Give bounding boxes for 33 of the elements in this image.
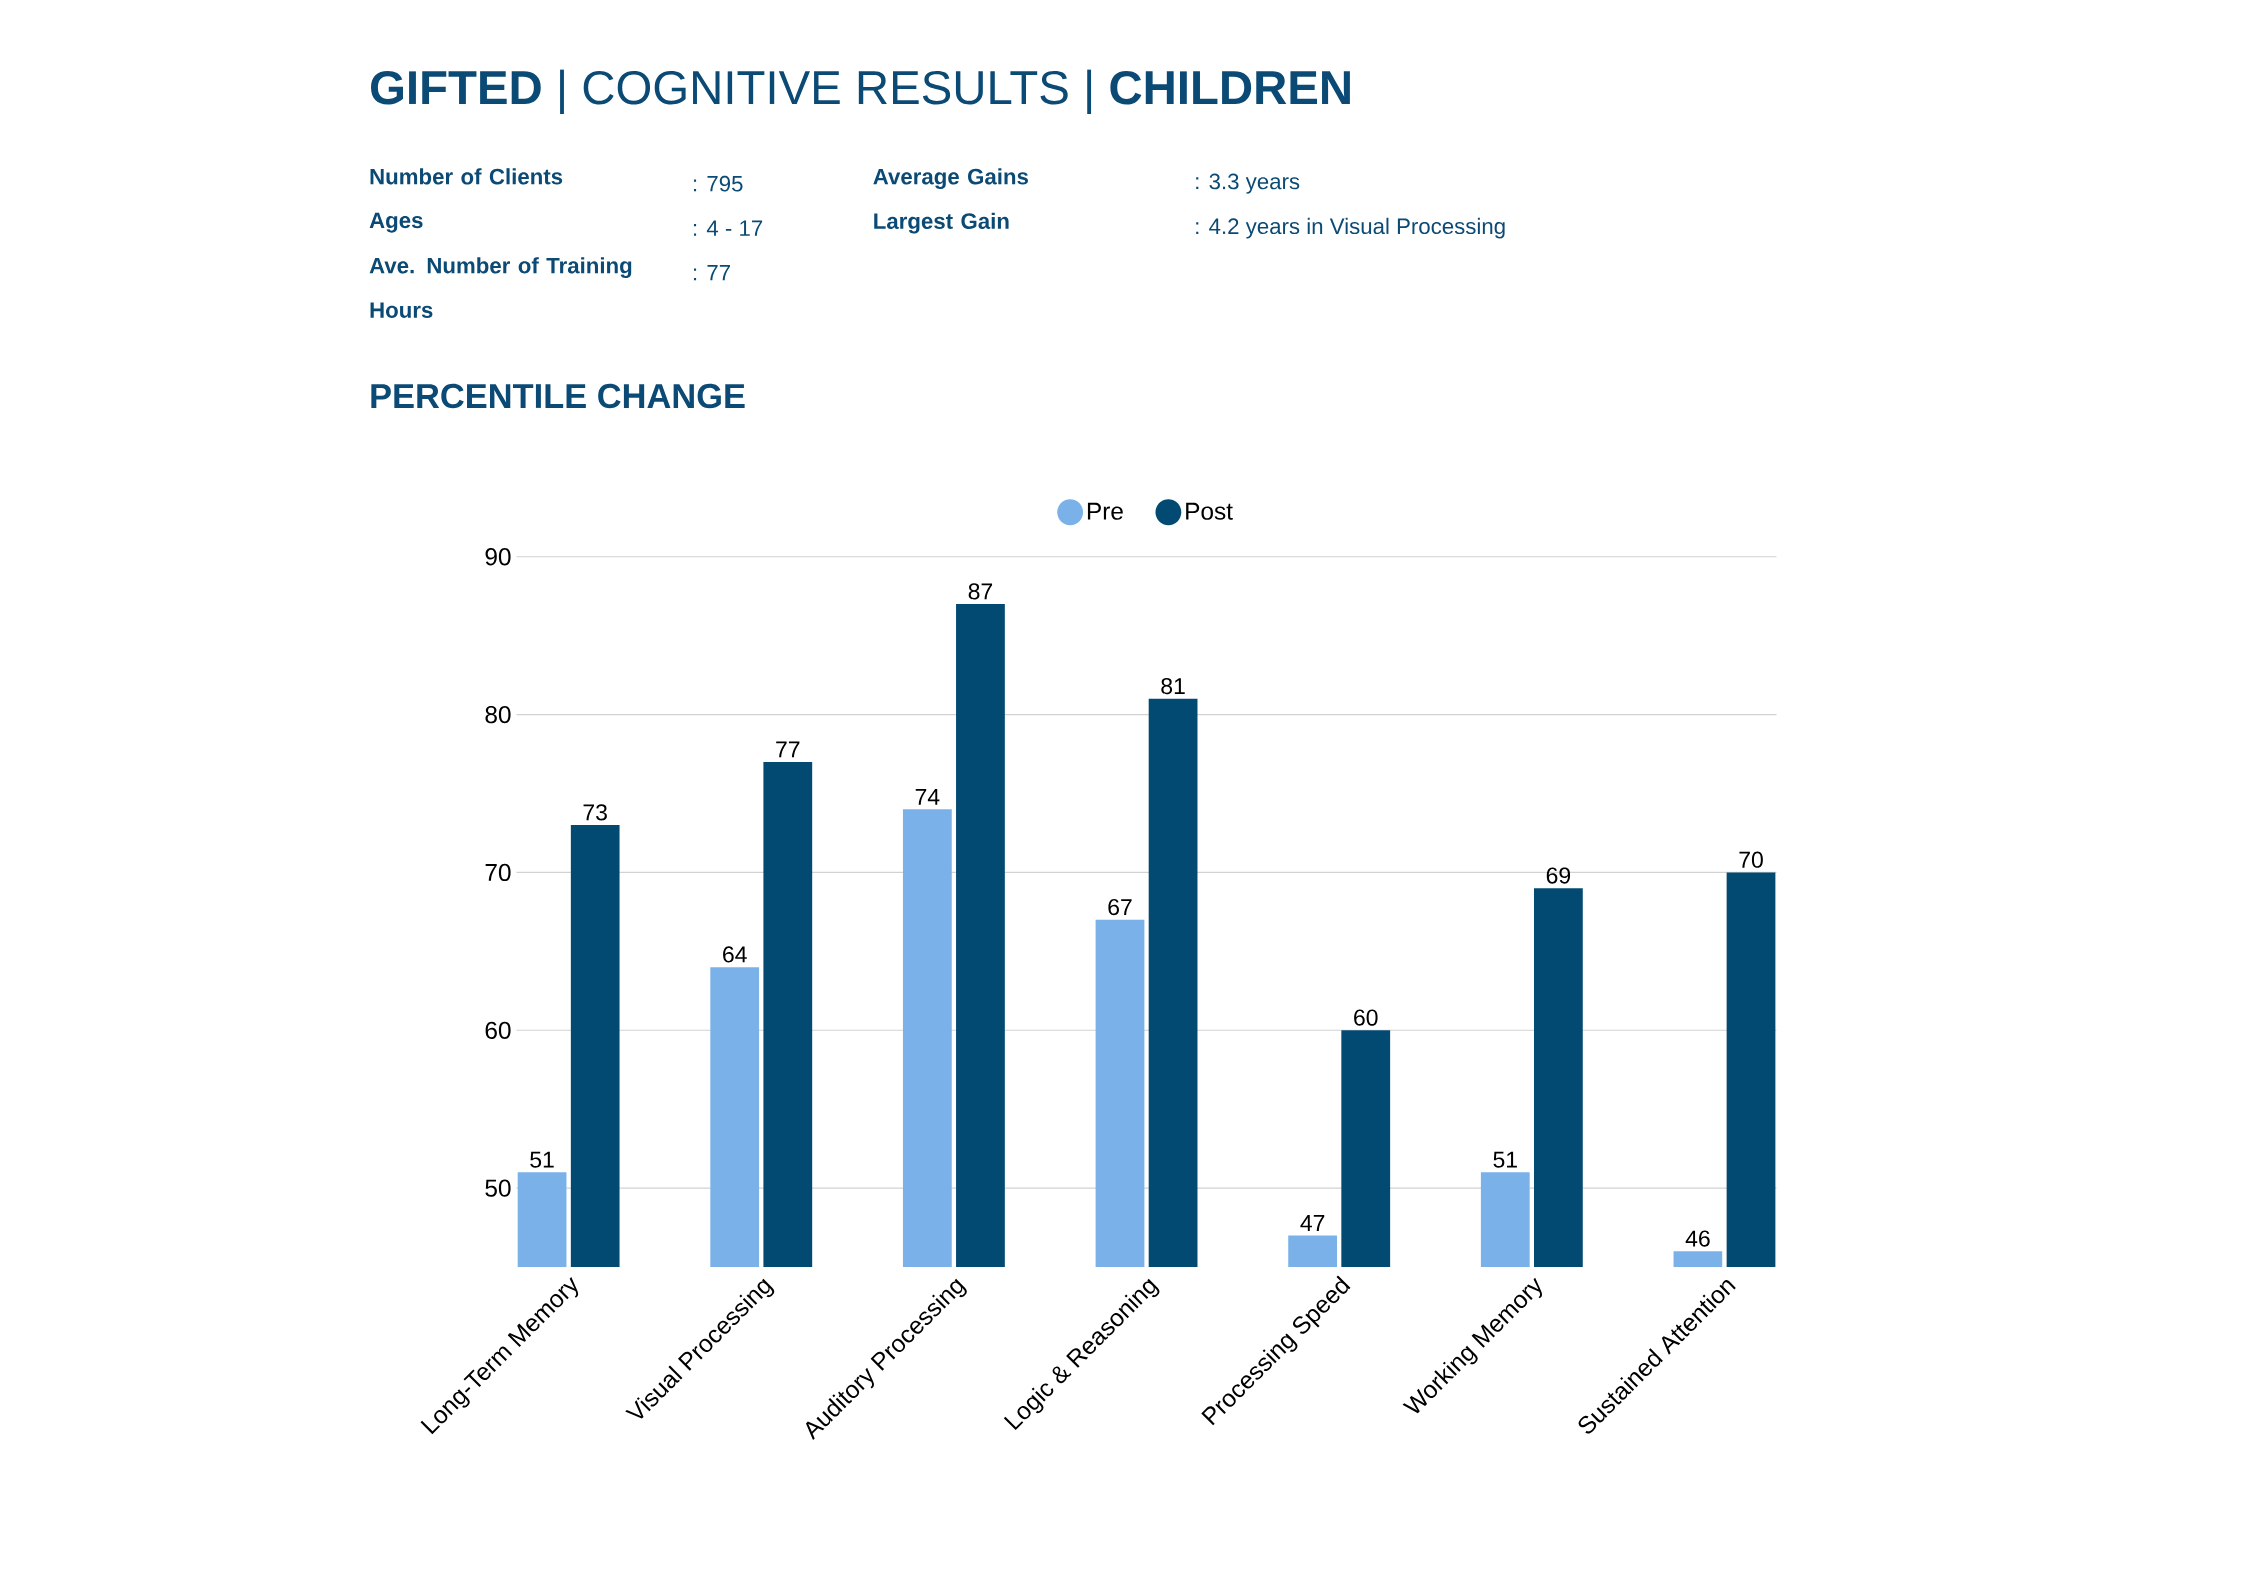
y-tick-label: 70 (485, 863, 511, 881)
y-tick-label: 90 (485, 547, 511, 566)
y-tick-label: 80 (485, 705, 511, 724)
data-label: 70 (1739, 851, 1763, 868)
y-tick-label: 60 (485, 1021, 511, 1039)
text: : 77 (693, 264, 730, 281)
y-tick-label: 50 (485, 1179, 511, 1197)
text: Ave. Number of Training Hours (369, 256, 632, 318)
data-label: 47 (1300, 1214, 1325, 1231)
chart-title: GIFTED | COGNITIVE RESULTS | CHILDREN (371, 69, 1350, 114)
data-label: 64 (723, 946, 747, 963)
legend-label: Pre (1087, 502, 1123, 520)
text: : 795 (693, 175, 743, 192)
data-label: 81 (1161, 677, 1185, 695)
text: Number of Clients (370, 167, 563, 185)
chart-subtitle: PERCENTILE CHANGE (371, 383, 745, 409)
data-label: 69 (1546, 867, 1571, 884)
text: Largest Gain (874, 212, 1009, 234)
data-label: 77 (776, 741, 800, 758)
data-label: 73 (583, 804, 607, 821)
text: : 4 - 17 (693, 220, 763, 236)
data-label: 74 (915, 788, 940, 805)
data-label: 51 (530, 1151, 554, 1168)
data-label: 51 (1493, 1151, 1517, 1168)
data-label: 87 (968, 583, 993, 600)
data-label: 46 (1685, 1230, 1710, 1247)
text: Average Gains (873, 167, 1028, 189)
text: : 3.3 years (1196, 173, 1300, 194)
text: : 4.2 years in Visual Processing (1196, 217, 1505, 239)
data-label: 67 (1108, 898, 1132, 916)
text: Ages (369, 212, 423, 233)
legend-label: Post (1186, 502, 1233, 520)
data-label: 60 (1354, 1009, 1378, 1026)
